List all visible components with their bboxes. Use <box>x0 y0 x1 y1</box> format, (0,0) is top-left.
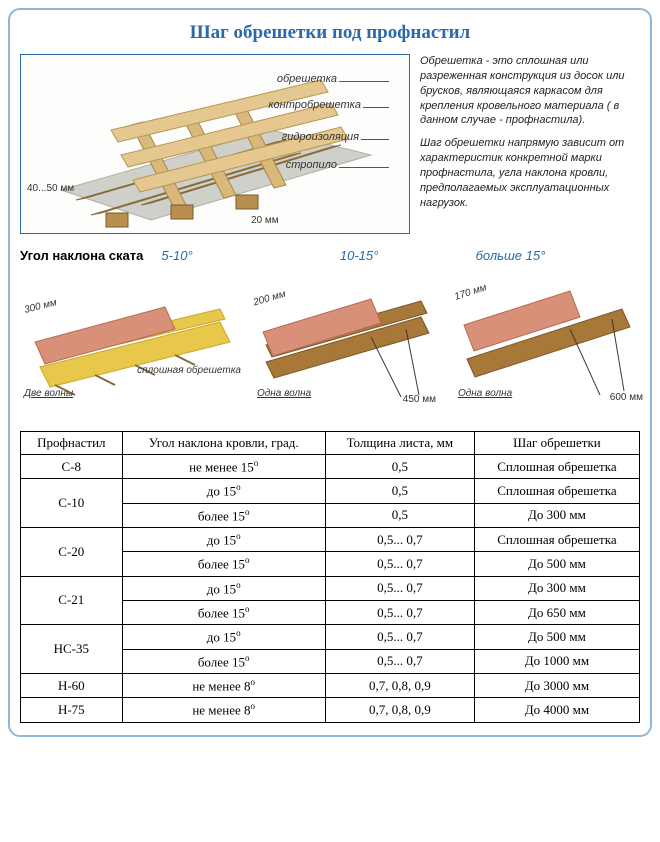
angle-range-1: 5-10° <box>161 248 192 263</box>
label-odna-volna-1: Одна волна <box>257 388 311 399</box>
table-row: С-21до 15о0,5... 0,7До 300 мм <box>21 576 640 600</box>
cell-step: Сплошная обрешетка <box>474 455 639 479</box>
main-frame: Шаг обрешетки под профнастил <box>8 8 652 737</box>
cell-angle: более 15о <box>122 600 325 624</box>
structure-diagram: 40...50 мм 20 мм обрешетка контробрешетк… <box>20 54 410 234</box>
cell-thickness: 0,5 <box>325 503 474 527</box>
cell-step: До 3000 мм <box>474 673 639 697</box>
desc-p2: Шаг обрешетки напрямую зависит от характ… <box>420 136 640 210</box>
cell-step: До 1000 мм <box>474 649 639 673</box>
cell-thickness: 0,5 <box>325 455 474 479</box>
cell-step: До 300 мм <box>474 576 639 600</box>
cell-angle: более 15о <box>122 503 325 527</box>
cell-thickness: 0,5... 0,7 <box>325 527 474 551</box>
top-row: 40...50 мм 20 мм обрешетка контробрешетк… <box>20 54 640 234</box>
th-step: Шаг обрешетки <box>474 432 639 455</box>
angle-range-2: 10-15° <box>340 248 378 263</box>
cell-angle: не менее 8о <box>122 673 325 697</box>
label-sploshnaya: сплошная обрешетка <box>137 365 241 376</box>
cell-step: До 500 мм <box>474 625 639 649</box>
cell-step: До 4000 мм <box>474 698 639 722</box>
label-dve-volny: Две волны <box>24 388 73 399</box>
desc-p1: Обрешетка - это сплошная или разреженная… <box>420 54 640 128</box>
angle-diagram-1: 300 мм Две волны сплошная обрешетка <box>20 267 245 417</box>
cell-profile: С-21 <box>21 576 123 625</box>
label-stropilo: стропило <box>286 159 337 171</box>
dim-left: 40...50 мм <box>27 183 74 194</box>
label-kontro: контробрешетка <box>268 99 361 111</box>
cell-step: До 500 мм <box>474 552 639 576</box>
cell-thickness: 0,5... 0,7 <box>325 600 474 624</box>
label-odna-volna-2: Одна волна <box>458 388 512 399</box>
description-block: Обрешетка - это сплошная или разреженная… <box>420 54 640 234</box>
th-thickness: Толщина листа, мм <box>325 432 474 455</box>
cell-angle: более 15о <box>122 649 325 673</box>
cell-angle: не менее 15о <box>122 455 325 479</box>
page-title: Шаг обрешетки под профнастил <box>20 22 640 44</box>
angle-range-3: больше 15° <box>476 248 546 263</box>
cell-thickness: 0,5 <box>325 479 474 503</box>
angle-diagram-3: 170 мм Одна волна 600 мм <box>452 267 647 417</box>
label-gidro: гидроизоляция <box>282 131 359 143</box>
cell-thickness: 0,5... 0,7 <box>325 552 474 576</box>
structure-svg <box>21 55 411 235</box>
cell-profile: С-10 <box>21 479 123 528</box>
cell-thickness: 0,7, 0,8, 0,9 <box>325 698 474 722</box>
label-obreshetka: обрешетка <box>277 73 337 85</box>
angle-header: Угол наклона ската 5-10° 10-15° больше 1… <box>20 248 640 263</box>
table-row: С-20до 15о0,5... 0,7Сплошная обрешетка <box>21 527 640 551</box>
table-row: С-10до 15о0,5Сплошная обрешетка <box>21 479 640 503</box>
cell-angle: до 15о <box>122 576 325 600</box>
cell-profile: Н-60 <box>21 673 123 697</box>
cell-thickness: 0,5... 0,7 <box>325 649 474 673</box>
cell-profile: С-20 <box>21 527 123 576</box>
cell-angle: до 15о <box>122 625 325 649</box>
cell-thickness: 0,7, 0,8, 0,9 <box>325 673 474 697</box>
angle-section: Угол наклона ската 5-10° 10-15° больше 1… <box>20 248 640 417</box>
cell-angle: не менее 8о <box>122 698 325 722</box>
table-row: НС-35до 15о0,5... 0,7До 500 мм <box>21 625 640 649</box>
cell-thickness: 0,5... 0,7 <box>325 625 474 649</box>
cell-thickness: 0,5... 0,7 <box>325 576 474 600</box>
table-row: Н-75не менее 8о0,7, 0,8, 0,9До 4000 мм <box>21 698 640 722</box>
cell-step: До 300 мм <box>474 503 639 527</box>
cell-profile: Н-75 <box>21 698 123 722</box>
cell-angle: до 15о <box>122 527 325 551</box>
table-row: С-8не менее 15о0,5Сплошная обрешетка <box>21 455 640 479</box>
dim-right: 20 мм <box>251 215 279 226</box>
angle-diagram-2: 200 мм Одна волна 450 мм <box>251 267 446 417</box>
dim-450: 450 мм <box>403 394 436 405</box>
cell-angle: более 15о <box>122 552 325 576</box>
th-angle: Угол наклона кровли, град. <box>122 432 325 455</box>
cell-profile: С-8 <box>21 455 123 479</box>
cell-step: Сплошная обрешетка <box>474 527 639 551</box>
table-body: С-8не менее 15о0,5Сплошная обрешеткаС-10… <box>21 455 640 723</box>
th-profile: Профнастил <box>21 432 123 455</box>
table-row: Н-60не менее 8о0,7, 0,8, 0,9До 3000 мм <box>21 673 640 697</box>
spec-table: Профнастил Угол наклона кровли, град. То… <box>20 431 640 723</box>
cell-angle: до 15о <box>122 479 325 503</box>
cell-step: Сплошная обрешетка <box>474 479 639 503</box>
dim-600: 600 мм <box>610 392 643 403</box>
cell-step: До 650 мм <box>474 600 639 624</box>
cell-profile: НС-35 <box>21 625 123 674</box>
